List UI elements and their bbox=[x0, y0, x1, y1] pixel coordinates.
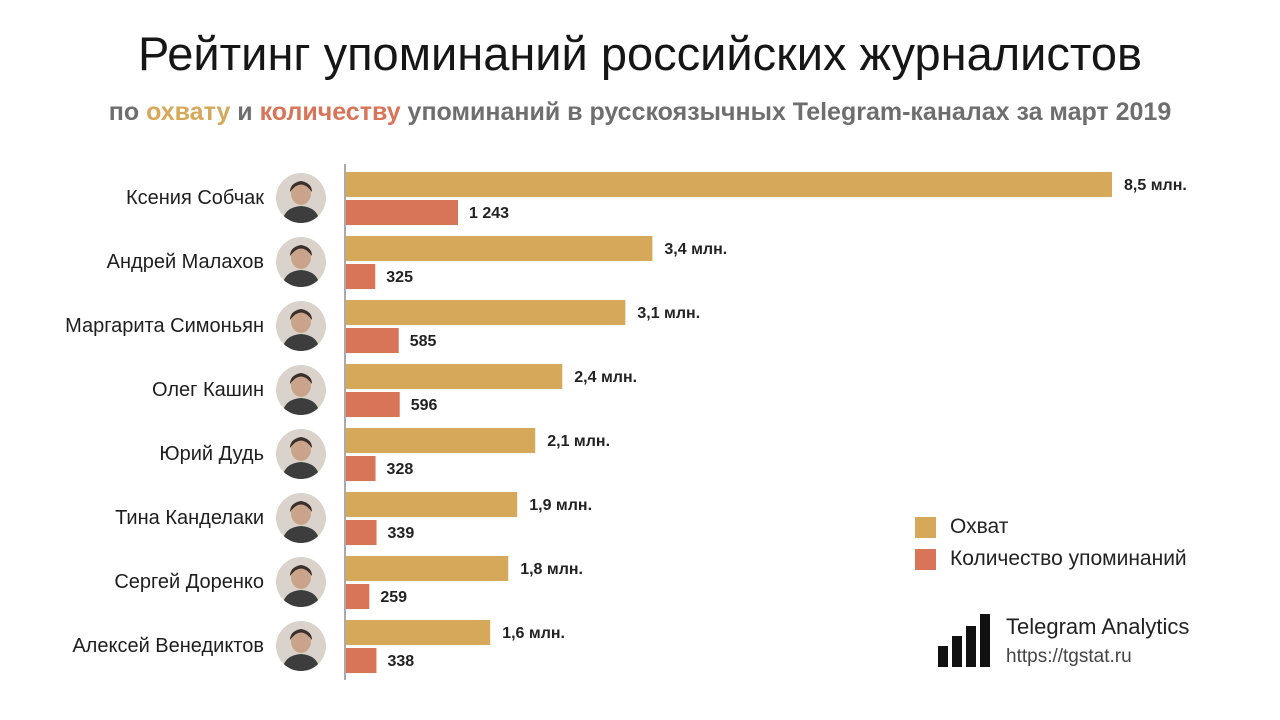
data-label-count: 1 243 bbox=[469, 205, 509, 222]
legend: Охват Количество упоминаний bbox=[915, 512, 1187, 576]
data-label-reach: 2,4 млн. bbox=[574, 369, 637, 386]
data-label-reach: 1,9 млн. bbox=[529, 497, 592, 514]
category-label: Андрей Малахов bbox=[106, 251, 264, 273]
avatar bbox=[276, 237, 326, 287]
bar-reach bbox=[346, 556, 509, 581]
data-label-count: 325 bbox=[386, 269, 413, 286]
category-label: Сергей Доренко bbox=[114, 571, 264, 593]
bar-reach bbox=[346, 492, 518, 517]
data-label-count: 585 bbox=[410, 333, 437, 350]
data-label-reach: 8,5 млн. bbox=[1124, 177, 1187, 194]
category-label: Тина Канделаки bbox=[115, 507, 264, 529]
legend-label-reach: Охват bbox=[950, 515, 1009, 538]
subtitle-middle: и bbox=[237, 98, 253, 126]
category-label: Маргарита Симоньян bbox=[65, 315, 264, 337]
data-label-count: 339 bbox=[388, 525, 415, 542]
data-label-reach: 1,6 млн. bbox=[502, 625, 565, 642]
bar-count bbox=[346, 456, 376, 481]
chart-title: Рейтинг упоминаний российских журналисто… bbox=[137, 27, 1142, 80]
legend-swatch-count bbox=[915, 548, 936, 570]
data-label-count: 338 bbox=[387, 653, 414, 670]
bar-chart-logo-icon bbox=[938, 614, 990, 667]
subtitle-suffix: упоминаний в русскоязычных Telegram-кана… bbox=[407, 98, 1172, 126]
bar-reach bbox=[346, 620, 491, 645]
legend-item-reach: Охват bbox=[915, 512, 1187, 542]
bar-count bbox=[346, 648, 377, 673]
avatar bbox=[276, 173, 326, 223]
avatar bbox=[276, 429, 326, 479]
subtitle-prefix: по bbox=[108, 98, 140, 126]
legend-item-count: Количество упоминаний bbox=[915, 544, 1187, 574]
avatar bbox=[276, 621, 326, 671]
bar-count bbox=[346, 584, 370, 609]
bar-reach bbox=[346, 428, 536, 453]
legend-label-count: Количество упоминаний bbox=[950, 547, 1187, 570]
bar-count bbox=[346, 392, 400, 417]
data-label-count: 596 bbox=[411, 397, 438, 414]
bar-reach bbox=[346, 172, 1112, 197]
chart-subtitle: по охвату и количеству упоминаний в русс… bbox=[0, 98, 1280, 127]
category-label: Алексей Венедиктов bbox=[72, 635, 264, 657]
avatar bbox=[276, 493, 326, 543]
avatar bbox=[276, 557, 326, 607]
data-label-reach: 3,1 млн. bbox=[637, 305, 700, 322]
bar-reach bbox=[346, 364, 563, 389]
bar-count bbox=[346, 264, 376, 289]
data-label-count: 259 bbox=[380, 589, 407, 606]
brand-name: Telegram Analytics bbox=[1006, 614, 1190, 639]
data-label-reach: 2,1 млн. bbox=[547, 433, 610, 450]
bar-reach bbox=[346, 236, 653, 261]
category-label: Ксения Собчак bbox=[125, 187, 264, 209]
avatar bbox=[276, 301, 326, 351]
category-label: Юрий Дудь bbox=[159, 443, 264, 465]
category-label: Олег Кашин bbox=[151, 379, 264, 401]
data-label-count: 328 bbox=[387, 461, 414, 478]
data-label-reach: 3,4 млн. bbox=[664, 241, 727, 258]
legend-swatch-reach bbox=[915, 516, 936, 538]
avatar bbox=[276, 365, 326, 415]
brand-url[interactable]: https://tgstat.ru bbox=[1006, 646, 1132, 667]
bar-count bbox=[346, 328, 399, 353]
subtitle-keyword-count: количеству bbox=[259, 98, 401, 126]
subtitle-keyword-reach: охвату bbox=[146, 98, 231, 126]
bar-count bbox=[346, 520, 377, 545]
bar-count bbox=[346, 200, 458, 225]
data-label-reach: 1,8 млн. bbox=[520, 561, 583, 578]
bar-reach bbox=[346, 300, 626, 325]
